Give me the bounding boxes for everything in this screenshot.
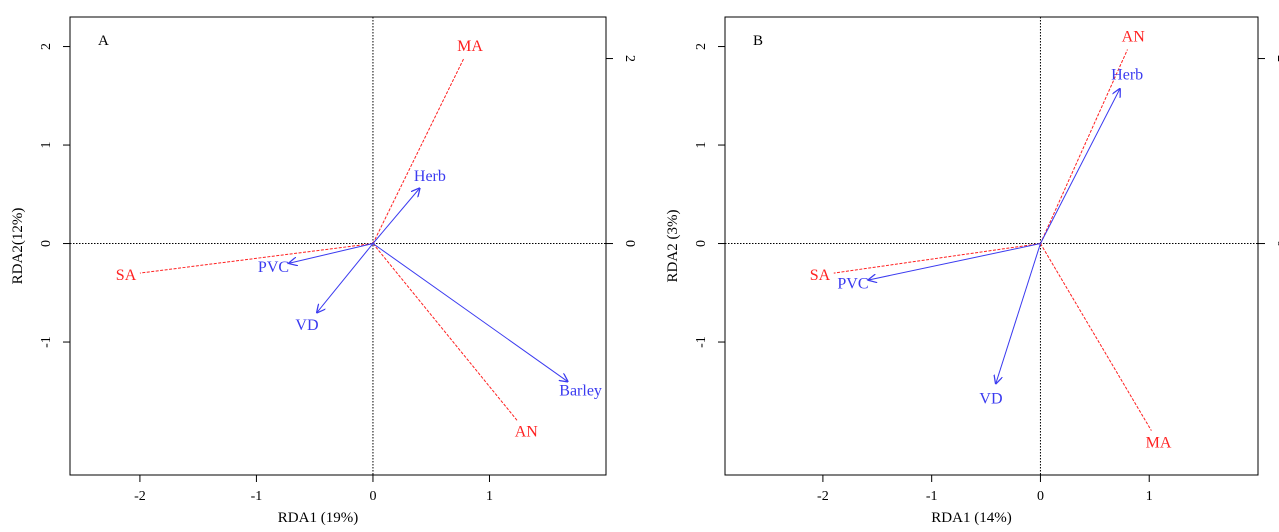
response-label-herb: Herb xyxy=(1111,67,1143,84)
explanatory-label-ma: MA xyxy=(1146,435,1172,452)
x-tick-label: 1 xyxy=(486,489,493,504)
explanatory-label-an: AN xyxy=(515,424,539,441)
panel-letter: B xyxy=(753,33,763,49)
y-tick-label: -1 xyxy=(39,336,54,348)
y-axis-label: RDA2(12%) xyxy=(10,208,26,285)
response-vector-vd xyxy=(996,243,1041,384)
response-label-herb: Herb xyxy=(414,168,446,185)
response-vector-barley xyxy=(372,243,568,382)
x-tick-label: -1 xyxy=(926,489,938,504)
x-tick-label: 0 xyxy=(369,489,376,504)
right-tick-label: 2 xyxy=(1274,55,1279,62)
response-label-vd: VD xyxy=(295,317,318,334)
panel-letter: A xyxy=(98,33,109,49)
response-vector-pvc xyxy=(289,243,374,264)
x-tick-label: 0 xyxy=(1037,489,1044,504)
panel-a: -2 -1 0 1 -1 0 1 2 0 2 RDA1 (19%) RDA2(12%) A MA SA AN H… xyxy=(10,16,637,526)
right-tick-label: 0 xyxy=(1274,240,1279,247)
plot-frame xyxy=(69,16,607,476)
explanatory-vector-ma xyxy=(1040,243,1152,431)
explanatory-label-sa: SA xyxy=(810,267,831,284)
x-axis-label: RDA1 (14%) xyxy=(931,510,1011,526)
x-tick-label: -2 xyxy=(134,489,146,504)
response-vector-herb xyxy=(1040,89,1119,244)
y-tick-label: 0 xyxy=(39,240,54,247)
y-tick-label: -1 xyxy=(694,336,709,348)
x-tick-label: 1 xyxy=(1146,489,1153,504)
explanatory-vector-an xyxy=(1039,49,1128,244)
x-tick-label: -2 xyxy=(817,489,829,504)
panel-b: -2 -1 0 1 -1 0 1 2 0 2 RDA1 (14%) RDA2 (3%) B AN SA MA H… xyxy=(665,16,1279,526)
response-label-pvc: PVC xyxy=(837,275,868,292)
explanatory-vector-ma xyxy=(372,58,465,244)
right-tick-label: 0 xyxy=(622,240,637,247)
y-tick-label: 1 xyxy=(39,142,54,149)
explanatory-label-ma: MA xyxy=(457,38,483,55)
y-tick-label: 2 xyxy=(694,43,709,50)
explanatory-label-sa: SA xyxy=(116,267,137,284)
plot-frame xyxy=(724,16,1259,476)
y-tick-label: 2 xyxy=(39,43,54,50)
response-label-pvc: PVC xyxy=(258,259,289,276)
response-vector-pvc xyxy=(869,243,1041,280)
response-label-barley: Barley xyxy=(559,383,602,400)
explanatory-vector-sa xyxy=(139,243,374,274)
y-tick-label: 1 xyxy=(694,142,709,149)
response-vector-herb xyxy=(372,188,420,244)
x-tick-label: -1 xyxy=(251,489,263,504)
explanatory-label-an: AN xyxy=(1122,29,1146,46)
y-axis-label: RDA2 (3%) xyxy=(665,210,681,283)
response-vector-vd xyxy=(317,243,374,313)
explanatory-vector-sa xyxy=(833,243,1041,274)
response-label-vd: VD xyxy=(979,391,1002,408)
right-tick-label: 2 xyxy=(622,55,637,62)
y-tick-label: 0 xyxy=(694,240,709,247)
explanatory-vector-an xyxy=(372,243,518,422)
x-axis-label: RDA1 (19%) xyxy=(278,510,358,526)
